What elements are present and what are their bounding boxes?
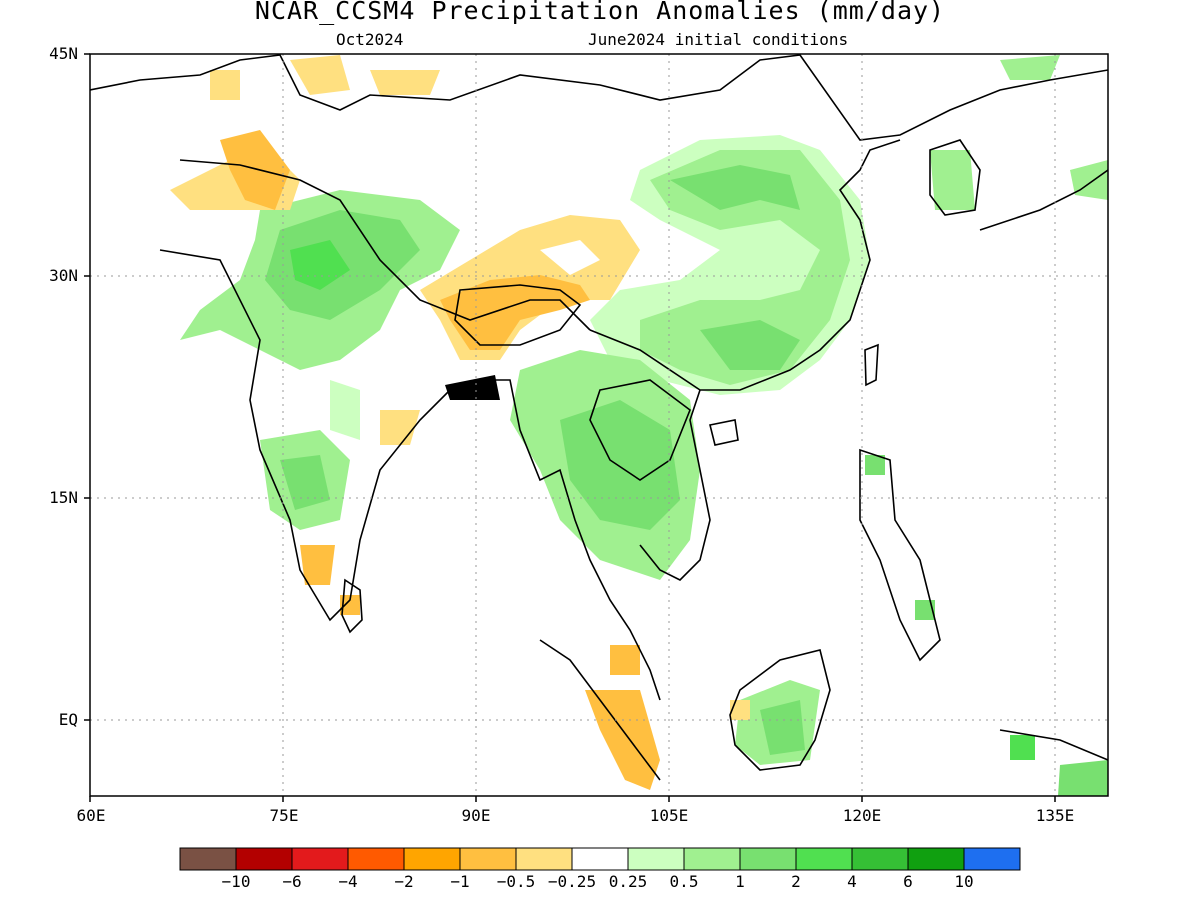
colorbar-label: −4 <box>338 872 358 891</box>
colorbar-label: 1 <box>735 872 745 891</box>
colorbar-swatch <box>347 847 405 871</box>
lon-label-75e: 75E <box>269 806 299 825</box>
lon-label-120e: 120E <box>842 806 882 825</box>
map-title: NCAR_CCSM4 Precipitation Anomalies (mm/d… <box>254 0 946 25</box>
anomaly-field <box>90 54 1108 796</box>
colorbar-swatch <box>851 847 909 871</box>
colorbar-swatch <box>459 847 517 871</box>
colorbar-label: 2 <box>791 872 801 891</box>
map-frame <box>89 53 1109 797</box>
lat-label-15n: 15N <box>49 488 78 507</box>
colorbar-label: 6 <box>903 872 913 891</box>
colorbar-label: 0.25 <box>608 872 648 891</box>
lat-label-30n: 30N <box>49 266 78 285</box>
colorbar-swatch <box>683 847 741 871</box>
colorbar-swatch <box>907 847 965 871</box>
colorbar-label: −1 <box>450 872 470 891</box>
colorbar-label: −10 <box>221 872 251 891</box>
colorbar-label: 10 <box>954 872 974 891</box>
colorbar-label: −0.25 <box>547 872 597 891</box>
lon-label-135e: 135E <box>1035 806 1075 825</box>
colorbar-swatch <box>291 847 349 871</box>
colorbar <box>179 847 1021 871</box>
delta-coast-detail <box>445 375 500 400</box>
colorbar-label: −0.5 <box>496 872 536 891</box>
lon-label-60e: 60E <box>76 806 106 825</box>
lat-label-45n: 45N <box>49 44 78 63</box>
lat-label-eq: EQ <box>58 710 78 729</box>
colorbar-swatch <box>403 847 461 871</box>
colorbar-swatch <box>627 847 685 871</box>
colorbar-label: 0.5 <box>669 872 699 891</box>
colorbar-swatch <box>235 847 293 871</box>
colorbar-swatch <box>963 847 1021 871</box>
init-conditions-label: June2024 initial conditions <box>588 30 849 49</box>
colorbar-swatch <box>515 847 573 871</box>
colorbar-label: 4 <box>847 872 857 891</box>
valid-month-label: Oct2024 <box>336 30 404 49</box>
colorbar-label: −6 <box>282 872 302 891</box>
lon-label-90e: 90E <box>461 806 491 825</box>
colorbar-swatch <box>179 847 237 871</box>
lon-label-105e: 105E <box>649 806 689 825</box>
colorbar-swatch <box>571 847 629 871</box>
colorbar-swatch <box>739 847 797 871</box>
colorbar-swatch <box>795 847 853 871</box>
colorbar-label: −2 <box>394 872 414 891</box>
